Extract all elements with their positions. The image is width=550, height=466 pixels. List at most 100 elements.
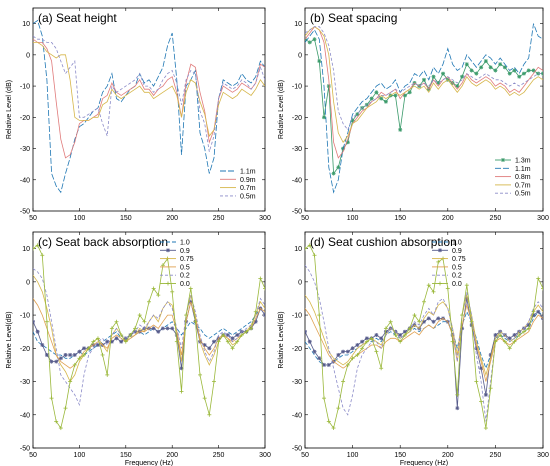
series-line-0.7m [33, 42, 265, 137]
data-point [305, 329, 307, 334]
data-point [235, 333, 240, 338]
y-tick-label: -20 [20, 346, 30, 353]
series-line-0.7m [305, 26, 543, 144]
data-point [72, 362, 77, 367]
data-point [58, 426, 63, 431]
data-point [536, 276, 541, 281]
data-point [193, 319, 198, 324]
data-point [336, 165, 341, 170]
x-tick-label: 250 [213, 452, 225, 459]
data-point [114, 336, 119, 341]
data-point [91, 339, 96, 344]
data-point [225, 339, 230, 344]
y-tick-label: -50 [292, 446, 302, 453]
legend-entry: 0.75 [452, 256, 466, 263]
data-point [253, 309, 258, 314]
data-point [479, 65, 484, 70]
data-point [379, 96, 384, 101]
legend-marker [438, 281, 442, 286]
data-point [307, 339, 312, 344]
data-point [417, 319, 422, 324]
data-point [105, 372, 110, 377]
y-tick-label: -30 [292, 379, 302, 386]
legend-entry: 0.7m [515, 182, 531, 189]
data-point [54, 419, 59, 424]
series-line-0.2 [33, 268, 265, 407]
x-tick-label: 200 [442, 215, 454, 222]
data-point [33, 319, 35, 324]
data-point [412, 313, 417, 318]
data-point [355, 342, 360, 347]
x-tick-label: 100 [74, 452, 86, 459]
data-point [488, 386, 493, 391]
series-group [33, 243, 265, 431]
data-point [455, 406, 460, 411]
x-tick-label: 200 [166, 452, 178, 459]
x-axis-label: Frequency (Hz) [400, 460, 448, 466]
y-axis-label: Relative Level (dB) [6, 80, 13, 139]
y-tick-label: -40 [292, 177, 302, 184]
legend-entry: 1.3m [515, 158, 531, 165]
x-tick-label: 50 [301, 215, 309, 222]
data-point [40, 342, 45, 347]
legend-entry: 1.1m [515, 166, 531, 173]
series-line-1.1m [33, 19, 265, 194]
data-point [422, 299, 426, 304]
data-point [49, 359, 54, 364]
x-tick-label: 300 [259, 452, 271, 459]
data-point [95, 342, 100, 347]
data-point [322, 362, 327, 367]
data-point [312, 349, 317, 354]
legend-marker [501, 158, 505, 162]
y-tick-label: -50 [20, 446, 30, 453]
data-point [388, 319, 393, 324]
data-point [100, 352, 105, 357]
series-line-0.5 [33, 298, 265, 369]
data-point [374, 349, 379, 354]
data-point [211, 379, 216, 384]
data-point [383, 99, 388, 104]
data-point [374, 333, 379, 338]
x-tick-label: 150 [394, 452, 406, 459]
x-tick-label: 300 [259, 215, 271, 222]
y-tick-label: -10 [20, 313, 30, 320]
data-point [402, 93, 407, 98]
data-point [58, 356, 63, 361]
y-tick-label: -20 [20, 115, 30, 122]
data-point [393, 93, 398, 98]
data-point [258, 276, 263, 281]
legend-entry: 1.0 [180, 240, 190, 247]
data-point [174, 339, 179, 344]
panel-title: (d) Seat cushion absorption [310, 235, 457, 249]
data-point [431, 74, 436, 79]
panel-title: (a) Seat height [38, 11, 117, 25]
data-point [360, 346, 365, 351]
y-tick-label: -30 [20, 379, 30, 386]
legend-entry: 0.2 [180, 273, 190, 280]
series-group [33, 19, 265, 194]
data-point [402, 333, 407, 338]
data-point [498, 62, 503, 67]
legend-entry: 0.2 [452, 273, 462, 280]
data-point [483, 59, 488, 64]
y-axis-label: Relative Level (dB) [278, 80, 285, 139]
data-point [322, 396, 327, 401]
data-point [72, 352, 77, 357]
data-point [345, 362, 350, 367]
y-tick-label: -20 [292, 346, 302, 353]
x-tick-label: 300 [537, 452, 549, 459]
data-point [450, 339, 455, 344]
x-tick-label: 150 [120, 452, 132, 459]
data-point [531, 68, 536, 73]
y-axis-label: Relative Level(dB) [6, 311, 13, 368]
data-point [114, 319, 119, 324]
y-tick-label: -20 [292, 115, 302, 122]
legend: 1.00.90.750.5 0.20.0 [432, 240, 466, 288]
x-tick-label: 100 [347, 215, 359, 222]
data-point [331, 426, 336, 431]
data-point [474, 379, 479, 384]
data-point [479, 399, 484, 404]
data-point [68, 379, 73, 384]
data-point [151, 286, 156, 291]
data-point [379, 366, 384, 371]
